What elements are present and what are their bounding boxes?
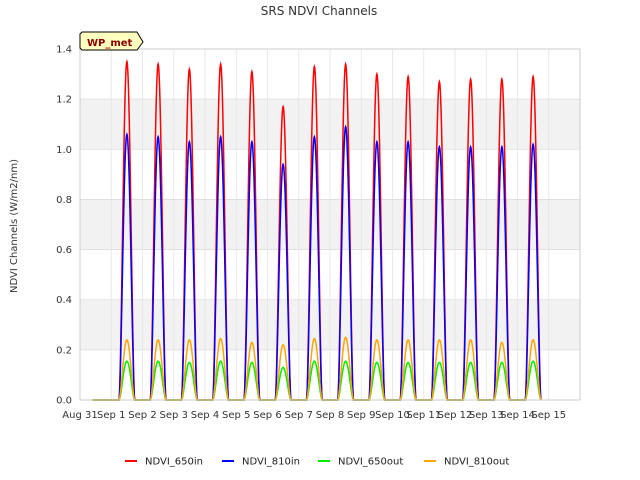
y-tick-label: 1.0 — [56, 145, 72, 156]
legend-label: NDVI_810out — [444, 457, 509, 468]
chart-title: SRS NDVI Channels — [261, 4, 377, 18]
x-tick-label: Sep 14 — [500, 410, 535, 421]
plot-area — [79, 48, 581, 401]
x-axis-ticks: Aug 31 Sep 1 Sep 2 Sep 3 Sep 4 Sep 5 Sep 6 Sep … — [62, 410, 566, 421]
legend: NDVI_650in NDVI_810in NDVI_650out NDVI_810o… — [125, 457, 509, 468]
x-tick-label: Sep 6 — [253, 410, 281, 421]
y-tick-label: 0.2 — [56, 345, 72, 356]
x-tick-label: Aug 31 — [62, 410, 97, 421]
y-tick-label: 0.0 — [56, 396, 72, 407]
x-tick-label: Sep 9 — [347, 410, 375, 421]
y-tick-label: 1.2 — [56, 95, 72, 106]
x-tick-label: Sep 10 — [375, 410, 410, 421]
y-axis-ticks: 0.0 0.2 0.4 0.6 0.8 1.0 1.2 1.4 — [56, 45, 72, 407]
x-tick-label: Sep 3 — [160, 410, 188, 421]
x-tick-label: Sep 15 — [531, 410, 566, 421]
x-tick-label: Sep 13 — [469, 410, 504, 421]
legend-label: NDVI_650in — [145, 457, 203, 468]
site-badge-text: WP_met — [87, 38, 133, 49]
legend-label: NDVI_810in — [242, 457, 300, 468]
plot-frame — [79, 48, 581, 401]
x-tick-label: Sep 7 — [285, 410, 313, 421]
x-tick-label: Sep 12 — [438, 410, 473, 421]
y-tick-label: 0.6 — [56, 245, 72, 256]
x-tick-label: Sep 2 — [128, 410, 156, 421]
y-tick-label: 1.4 — [56, 45, 72, 56]
x-tick-label: Sep 1 — [97, 410, 125, 421]
x-tick-label: Sep 11 — [406, 410, 441, 421]
legend-label: NDVI_650out — [338, 457, 403, 468]
x-tick-label: Sep 8 — [316, 410, 344, 421]
y-axis-label: NDVI Channels (W/m2/nm) — [9, 159, 20, 293]
y-tick-label: 0.4 — [56, 295, 72, 306]
x-tick-label: Sep 4 — [191, 410, 219, 421]
site-badge: WP_met — [79, 31, 144, 51]
y-tick-label: 0.8 — [56, 195, 72, 206]
x-tick-label: Sep 5 — [222, 410, 250, 421]
site-badge-shape — [79, 31, 144, 51]
